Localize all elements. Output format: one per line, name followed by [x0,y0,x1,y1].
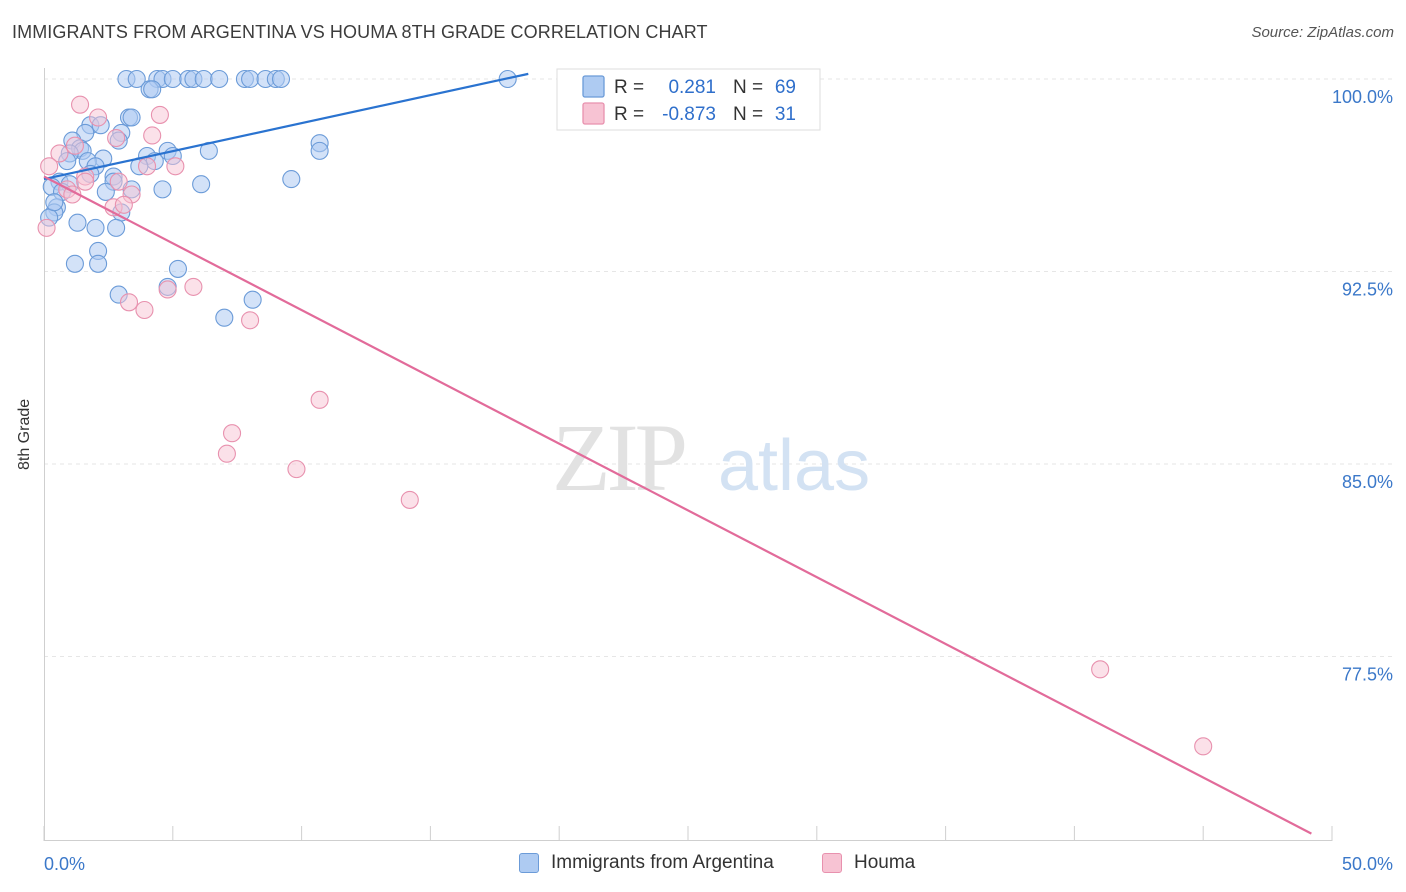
data-point-houma [71,95,90,114]
legend-swatch-houma [582,102,605,125]
legend-label-argentina: Immigrants from Argentina [551,852,774,873]
data-point-argentina [243,290,262,309]
data-point-argentina [127,69,146,89]
x-ticks [43,826,1333,841]
data-point-houma [119,293,139,312]
data-point-argentina [194,69,213,89]
y-tick-label: 92.5% [1342,280,1393,300]
watermark-atlas: atlas [718,426,870,506]
data-point-argentina [107,218,126,237]
data-point-houma [50,144,69,163]
x-tick-label-end: 50.0% [1342,854,1393,874]
data-point-argentina [86,218,105,237]
watermark: ZIP atlas [552,404,870,511]
legend-swatch-argentina-bottom [519,853,539,873]
legend-r-value-houma: -0.873 [662,104,716,125]
data-point-houma [150,105,169,124]
data-point-houma [137,157,157,176]
data-point-houma [400,490,419,509]
axes [44,68,1332,841]
data-point-houma [241,311,260,330]
data-point-argentina [45,193,64,212]
data-point-argentina [153,180,172,199]
y-tick-label: 77.5% [1342,665,1393,685]
trend-line-houma [43,175,1312,835]
legend-swatch-houma-bottom [822,853,842,873]
legend-item-houma[interactable]: Houma [822,852,915,874]
data-point-houma [89,108,108,127]
data-point-houma [1091,660,1110,679]
data-point-argentina [192,175,211,194]
chart-title: IMMIGRANTS FROM ARGENTINA VS HOUMA 8TH G… [12,22,708,42]
data-point-argentina [96,182,115,201]
data-point-houma [143,126,162,145]
data-point-argentina [163,69,182,89]
data-point-houma [184,277,203,296]
x-tick-labels: 0.0% 50.0% [44,854,1393,874]
data-point-houma [114,195,133,214]
data-point-houma [76,172,95,191]
data-point-houma [107,128,126,148]
y-tick-label: 85.0% [1342,472,1393,492]
data-point-houma [135,300,154,320]
source-credit: Source: ZipAtlas.com [1251,24,1394,41]
series-argentina-points [40,69,517,327]
data-point-argentina [168,259,188,278]
trend-line-argentina [43,72,529,181]
legend-r-value-argentina: 0.281 [668,77,716,98]
data-point-argentina [143,80,162,99]
legend-r-label-houma: R = [614,104,644,125]
data-point-houma [287,460,306,479]
data-point-argentina [215,308,234,327]
data-point-argentina [89,254,108,273]
data-point-houma [65,136,84,155]
legend-r-label-argentina: R = [614,77,644,98]
gridlines [44,78,1392,657]
y-tick-labels: 77.5% 85.0% 92.5% 100.0% [1332,87,1393,685]
data-point-houma [166,157,185,176]
legend-swatch-argentina [582,75,605,98]
data-point-argentina [122,108,141,127]
trend-lines [43,72,1312,835]
data-point-houma [310,390,329,409]
data-point-houma [1194,737,1213,756]
watermark-zip: ZIP [552,404,685,511]
legend-label-houma: Houma [854,852,916,873]
data-point-argentina [241,69,260,89]
data-point-argentina [310,141,329,160]
data-point-houma [158,280,177,299]
bottom-legend: Immigrants from Argentina Houma [0,850,1406,880]
data-point-argentina [68,213,87,232]
legend-item-argentina[interactable]: Immigrants from Argentina [519,852,774,874]
data-point-houma [217,444,236,463]
data-point-houma [222,424,242,443]
data-point-argentina [210,69,229,89]
x-tick-label-start: 0.0% [44,854,85,874]
data-point-argentina [282,170,301,189]
data-point-houma [40,157,59,176]
data-point-houma [109,172,128,191]
legend-n-value-houma: 31 [775,104,796,125]
y-tick-label: 100.0% [1332,87,1393,107]
data-point-argentina [271,69,291,89]
legend-n-value-argentina: 69 [775,77,796,98]
legend-box: R = 0.281 N = 69 R = -0.873 N = 31 [556,68,821,131]
legend-n-label-argentina: N = [733,77,763,98]
data-point-argentina [65,254,84,273]
data-point-houma [37,218,56,237]
legend-n-label-houma: N = [733,104,763,125]
